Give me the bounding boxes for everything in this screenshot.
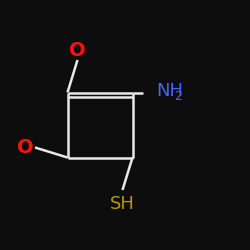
- Text: NH: NH: [156, 82, 183, 100]
- Text: O: O: [69, 40, 86, 60]
- Text: SH: SH: [110, 195, 135, 213]
- Text: 2: 2: [174, 90, 182, 104]
- Text: O: O: [17, 138, 33, 157]
